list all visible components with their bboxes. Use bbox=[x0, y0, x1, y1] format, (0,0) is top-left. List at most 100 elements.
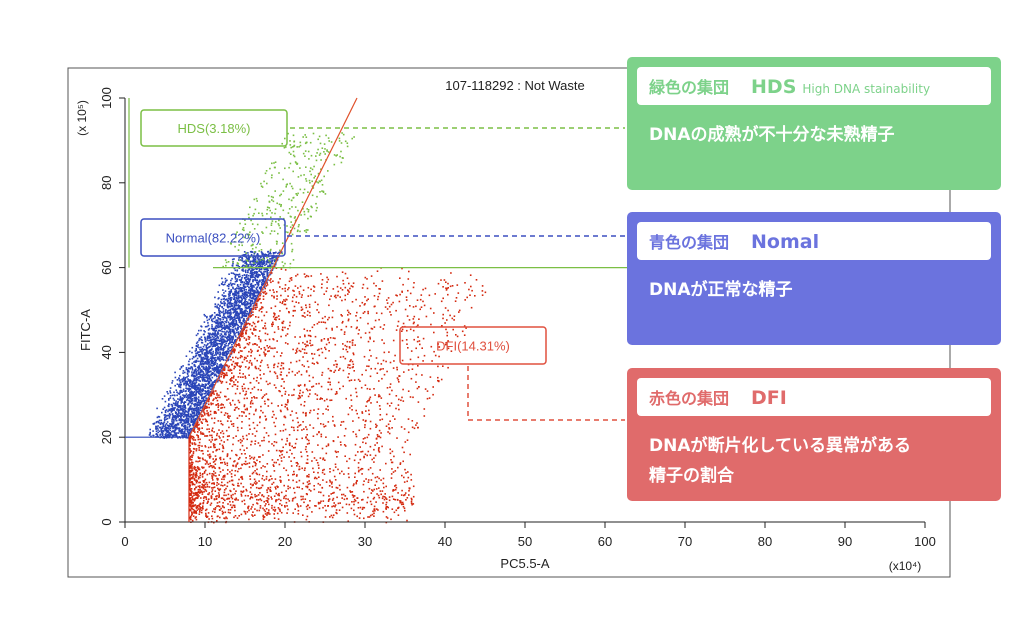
event-dot bbox=[348, 282, 350, 285]
event-dot bbox=[303, 328, 306, 330]
event-dot bbox=[162, 432, 164, 435]
event-dot bbox=[251, 496, 254, 499]
event-dot bbox=[169, 397, 172, 399]
event-dot bbox=[237, 249, 240, 251]
event-dot bbox=[186, 373, 189, 375]
event-dot bbox=[204, 378, 206, 381]
event-dot bbox=[156, 435, 159, 437]
event-dot bbox=[186, 428, 188, 431]
event-dot bbox=[245, 298, 247, 300]
event-dot bbox=[255, 274, 258, 276]
event-dot bbox=[291, 146, 294, 148]
event-dot bbox=[276, 295, 278, 297]
event-dot bbox=[229, 415, 231, 417]
event-dot bbox=[234, 332, 236, 335]
event-dot bbox=[327, 405, 329, 408]
event-dot bbox=[408, 270, 410, 273]
event-dot bbox=[229, 334, 231, 336]
event-dot bbox=[239, 312, 242, 315]
event-dot bbox=[211, 356, 214, 358]
event-dot bbox=[450, 350, 453, 352]
event-dot bbox=[341, 322, 344, 324]
event-dot bbox=[161, 432, 163, 434]
event-dot bbox=[264, 277, 267, 279]
event-dot bbox=[437, 380, 440, 382]
event-dot bbox=[272, 200, 275, 203]
event-dot bbox=[230, 338, 232, 340]
event-dot bbox=[261, 252, 263, 254]
event-dot bbox=[264, 403, 266, 405]
event-dot bbox=[235, 293, 237, 296]
event-dot bbox=[228, 294, 231, 297]
event-dot bbox=[205, 392, 207, 395]
event-dot bbox=[276, 202, 278, 205]
event-dot bbox=[177, 432, 180, 434]
event-dot bbox=[355, 327, 358, 330]
event-dot bbox=[193, 411, 195, 414]
event-dot bbox=[415, 373, 418, 376]
event-dot bbox=[373, 505, 376, 508]
event-dot bbox=[182, 365, 184, 367]
event-dot bbox=[306, 344, 308, 346]
event-dot bbox=[266, 489, 268, 491]
event-dot bbox=[229, 314, 231, 317]
event-dot bbox=[241, 228, 244, 231]
event-dot bbox=[419, 298, 422, 301]
event-dot bbox=[224, 344, 226, 346]
event-dot bbox=[199, 486, 201, 489]
event-dot bbox=[379, 414, 382, 416]
event-dot bbox=[184, 424, 187, 427]
event-dot bbox=[203, 368, 206, 371]
event-dot bbox=[252, 261, 254, 263]
event-dot bbox=[373, 461, 375, 463]
event-dot bbox=[309, 170, 311, 173]
event-dot bbox=[352, 282, 355, 284]
event-dot bbox=[180, 416, 182, 418]
event-dot bbox=[180, 432, 183, 435]
event-dot bbox=[317, 502, 320, 505]
event-dot bbox=[412, 396, 414, 399]
event-dot bbox=[191, 371, 193, 373]
event-dot bbox=[235, 303, 237, 305]
event-dot bbox=[161, 398, 164, 400]
event-dot bbox=[296, 351, 298, 353]
event-dot bbox=[243, 287, 245, 289]
event-dot bbox=[392, 498, 395, 500]
event-dot bbox=[221, 294, 224, 296]
event-dot bbox=[279, 249, 281, 252]
event-dot bbox=[179, 409, 181, 412]
event-dot bbox=[256, 281, 258, 284]
event-dot bbox=[257, 282, 260, 285]
event-dot bbox=[235, 331, 238, 334]
event-dot bbox=[197, 436, 200, 439]
event-dot bbox=[200, 351, 203, 353]
event-dot bbox=[198, 373, 201, 375]
event-dot bbox=[237, 297, 240, 300]
event-dot bbox=[194, 417, 196, 420]
event-dot bbox=[234, 498, 236, 501]
event-dot bbox=[227, 347, 230, 350]
event-dot bbox=[223, 300, 225, 303]
event-dot bbox=[274, 433, 277, 436]
event-dot bbox=[211, 385, 214, 388]
event-dot bbox=[194, 512, 197, 514]
event-dot bbox=[216, 394, 218, 396]
event-dot bbox=[263, 353, 266, 355]
event-dot bbox=[266, 514, 268, 516]
event-dot bbox=[277, 326, 279, 328]
event-dot bbox=[292, 154, 295, 157]
event-dot bbox=[213, 344, 215, 347]
event-dot bbox=[202, 397, 205, 399]
event-dot bbox=[253, 302, 256, 304]
event-dot bbox=[238, 314, 240, 316]
event-dot bbox=[191, 386, 193, 389]
event-dot bbox=[273, 331, 276, 334]
event-dot bbox=[301, 364, 304, 366]
event-dot bbox=[218, 324, 220, 327]
event-dot bbox=[270, 307, 273, 309]
event-dot bbox=[246, 408, 248, 411]
event-dot bbox=[256, 344, 258, 346]
event-dot bbox=[190, 417, 192, 420]
event-dot bbox=[194, 378, 196, 380]
event-dot bbox=[249, 206, 251, 209]
